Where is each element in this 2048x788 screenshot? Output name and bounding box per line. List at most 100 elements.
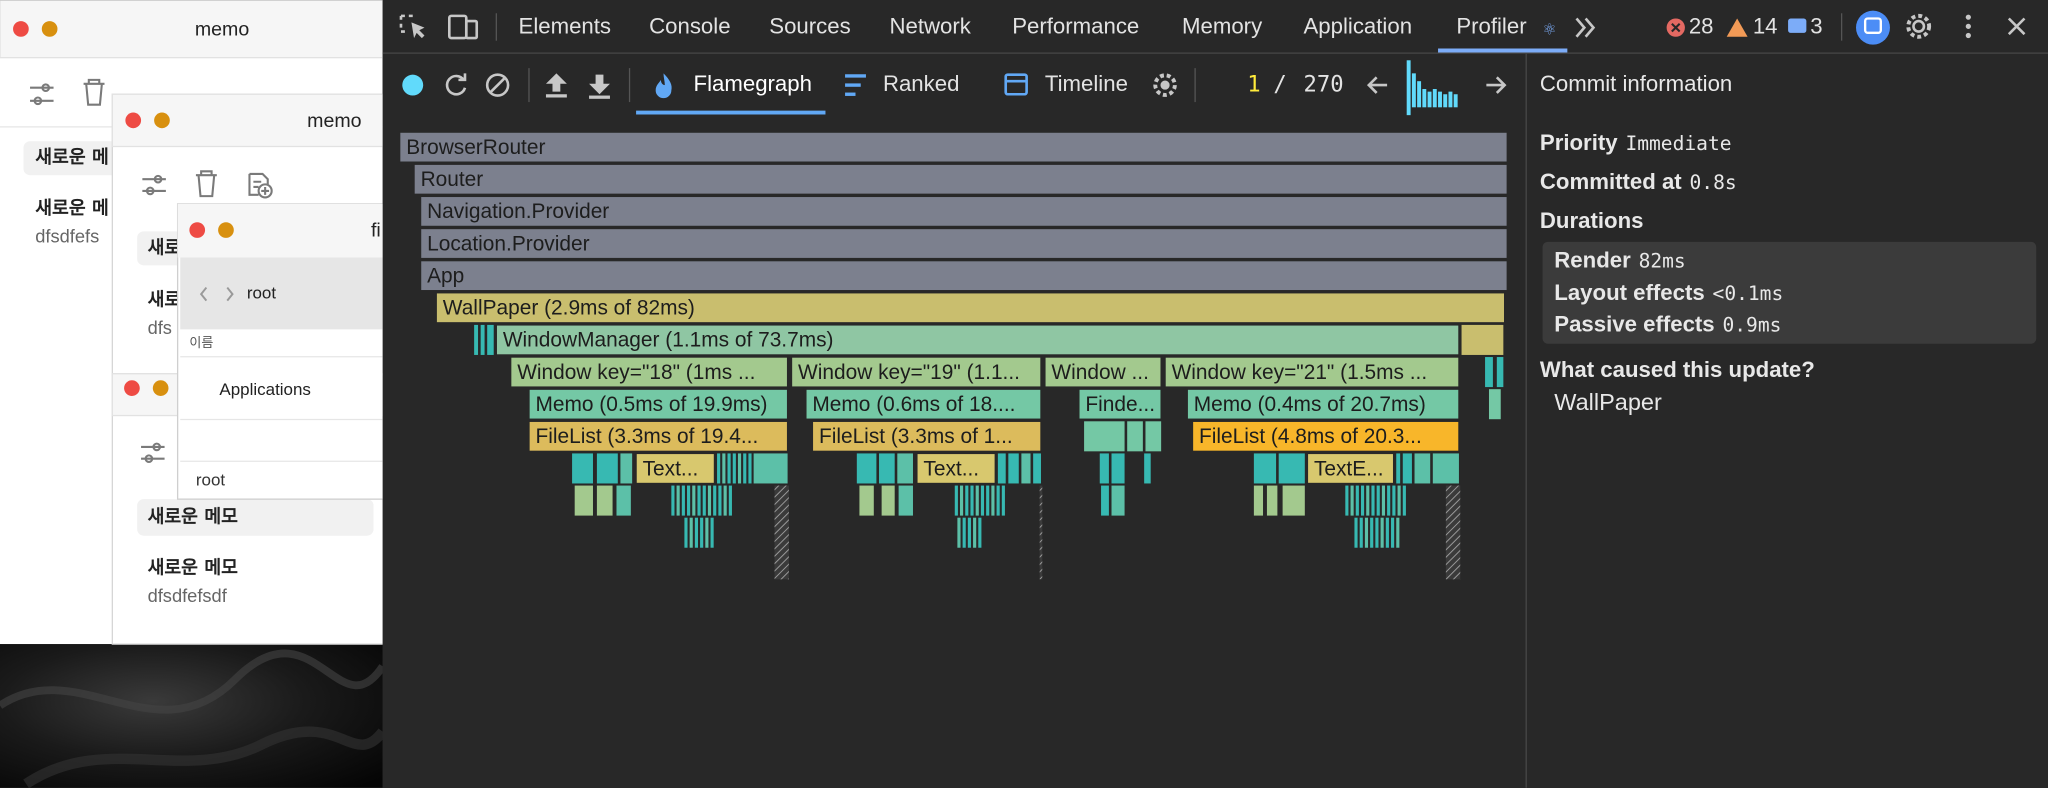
- flame-node[interactable]: [435, 292, 1506, 324]
- close-button[interactable]: [125, 112, 142, 129]
- flame-node[interactable]: [1101, 485, 1109, 516]
- settings-icon[interactable]: [1906, 13, 1932, 39]
- flame-node[interactable]: [743, 453, 747, 484]
- more-tabs[interactable]: [1575, 17, 1596, 38]
- minimize-button[interactable]: [41, 21, 58, 37]
- flame-node[interactable]: [1253, 485, 1264, 516]
- flame-node[interactable]: [1370, 517, 1374, 548]
- flame-node[interactable]: [702, 485, 706, 516]
- flame-node[interactable]: [1127, 421, 1143, 452]
- flame-node[interactable]: [419, 195, 1508, 228]
- flame-node[interactable]: [700, 517, 704, 548]
- flame-node[interactable]: [596, 453, 618, 484]
- flame-node[interactable]: [811, 420, 1042, 452]
- devtools-tab[interactable]: Console: [649, 13, 730, 38]
- flame-node[interactable]: [413, 163, 1508, 195]
- minimize-button[interactable]: [152, 380, 169, 396]
- flame-node[interactable]: [474, 324, 479, 355]
- flame-node[interactable]: [1278, 453, 1305, 484]
- memo-item[interactable]: 새로운 메모: [148, 506, 239, 527]
- flame-node[interactable]: [1364, 517, 1369, 548]
- flame-node[interactable]: [495, 324, 1460, 356]
- flame-node[interactable]: [616, 485, 631, 516]
- flame-node[interactable]: [1021, 453, 1031, 484]
- flame-node[interactable]: [687, 485, 691, 516]
- flame-node[interactable]: [1402, 453, 1412, 484]
- flame-node[interactable]: [1191, 420, 1460, 452]
- view-tab[interactable]: Ranked: [883, 71, 959, 96]
- profiler-settings[interactable]: [1153, 73, 1177, 97]
- flame-node[interactable]: [1396, 517, 1400, 548]
- flame-node[interactable]: [1008, 453, 1019, 484]
- flame-node[interactable]: [1414, 453, 1431, 484]
- file-row[interactable]: Applications: [219, 380, 311, 399]
- flame-node[interactable]: [1355, 485, 1359, 516]
- close-button[interactable]: [124, 380, 140, 396]
- nav-arrows[interactable]: [199, 286, 234, 302]
- memo-title[interactable]: 새로운 메모: [148, 557, 239, 578]
- flame-node[interactable]: [671, 485, 675, 516]
- memo-item[interactable]: 새로운 메: [35, 147, 109, 168]
- flame-node[interactable]: [1266, 485, 1278, 516]
- view-tab[interactable]: Flamegraph: [694, 71, 812, 96]
- flame-node[interactable]: [1396, 453, 1401, 484]
- flame-node[interactable]: [973, 517, 977, 548]
- flame-node[interactable]: [1376, 485, 1380, 516]
- flame-node[interactable]: [1359, 517, 1363, 548]
- save-button[interactable]: [589, 74, 610, 99]
- flame-node[interactable]: [728, 485, 732, 516]
- flame-node[interactable]: [881, 485, 895, 516]
- flame-node[interactable]: [717, 453, 721, 484]
- flame-node[interactable]: [1164, 356, 1460, 388]
- flame-node[interactable]: [681, 485, 685, 516]
- flame-node[interactable]: [419, 227, 1508, 260]
- flame-node[interactable]: [805, 388, 1042, 420]
- flame-node[interactable]: [1144, 453, 1151, 484]
- flame-node[interactable]: [960, 485, 964, 516]
- devtools-tab[interactable]: Profiler: [1456, 13, 1527, 38]
- flame-node[interactable]: [727, 453, 731, 484]
- flame-node[interactable]: [997, 453, 1006, 484]
- flame-node[interactable]: [1392, 485, 1396, 516]
- flame-node[interactable]: [980, 485, 985, 516]
- flame-node[interactable]: [596, 485, 613, 516]
- flame-node[interactable]: [737, 453, 742, 484]
- flame-node[interactable]: [978, 517, 982, 548]
- flame-node[interactable]: [722, 453, 726, 484]
- flame-node[interactable]: [1186, 388, 1460, 420]
- flame-node[interactable]: [1033, 453, 1041, 484]
- flame-node[interactable]: [1354, 517, 1358, 548]
- devtools-tab[interactable]: Memory: [1182, 13, 1263, 38]
- flame-node[interactable]: [480, 324, 485, 355]
- flame-node[interactable]: [635, 452, 716, 485]
- inspect-icon[interactable]: [399, 14, 425, 39]
- flame-node[interactable]: [986, 485, 990, 516]
- close-button[interactable]: [189, 222, 206, 238]
- flame-node[interactable]: [1461, 324, 1504, 355]
- flame-node[interactable]: [510, 356, 789, 388]
- devtools-tab[interactable]: Network: [889, 13, 971, 38]
- cause-component[interactable]: WallPaper: [1554, 389, 1662, 415]
- flame-node[interactable]: [1391, 517, 1395, 548]
- flame-node[interactable]: [748, 453, 752, 484]
- flame-node[interactable]: [1432, 453, 1459, 484]
- flame-node[interactable]: [1078, 388, 1162, 420]
- flame-node[interactable]: [957, 517, 961, 548]
- message-count[interactable]: 3: [1810, 13, 1822, 38]
- flame-node[interactable]: [897, 453, 913, 484]
- flame-node[interactable]: [676, 485, 680, 516]
- error-count[interactable]: 28: [1689, 13, 1714, 38]
- flame-node[interactable]: [1397, 485, 1401, 516]
- flame-node[interactable]: [1044, 356, 1162, 388]
- flame-node[interactable]: [1345, 485, 1349, 516]
- close-devtools[interactable]: [2007, 17, 2026, 36]
- flame-node[interactable]: [732, 453, 736, 484]
- devtools-tab[interactable]: Sources: [769, 13, 850, 38]
- flame-node[interactable]: [1306, 452, 1395, 485]
- flame-node[interactable]: [856, 453, 877, 484]
- flame-node[interactable]: [1099, 453, 1109, 484]
- record-button[interactable]: [402, 74, 424, 96]
- flame-node[interactable]: [713, 485, 717, 516]
- flame-node[interactable]: [991, 485, 995, 516]
- flame-node[interactable]: [1145, 421, 1162, 452]
